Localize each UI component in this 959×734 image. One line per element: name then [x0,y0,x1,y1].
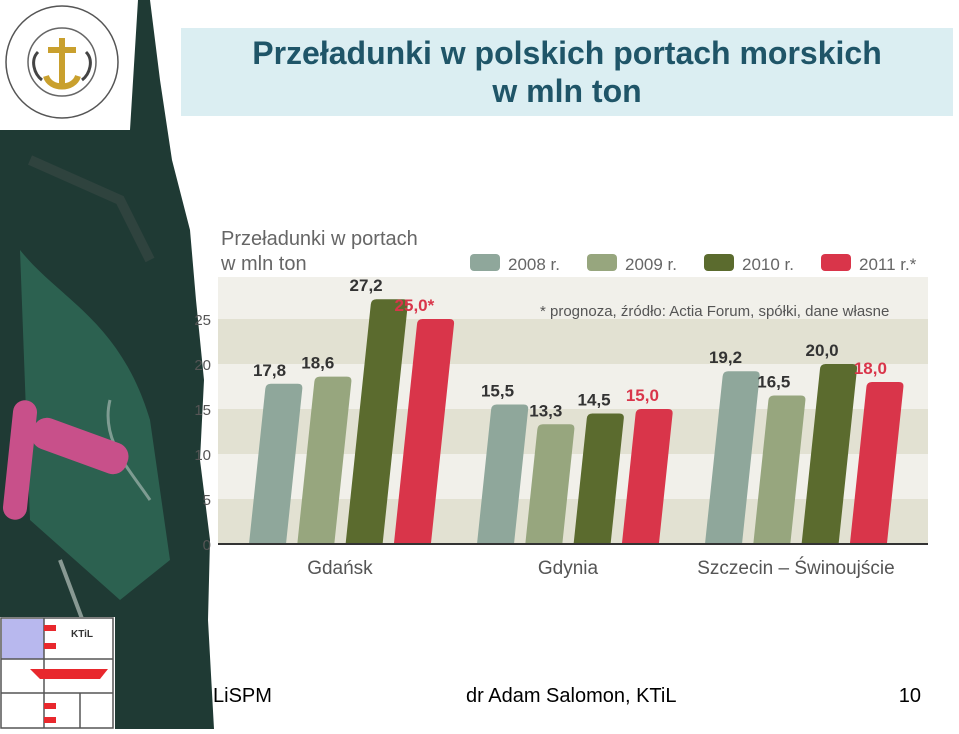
bar [621,409,673,544]
bar [705,371,760,544]
bar [345,299,408,544]
bar-value-label: 18,0 [854,359,887,378]
bar [801,364,858,544]
legend-label: 2010 r. [742,255,794,274]
bar-value-label: 25,0* [395,296,435,315]
bar [393,319,455,544]
bar-value-label: 18,6 [301,354,334,373]
bar [477,404,529,544]
bar [849,382,904,544]
title-box: Przeładunki w polskich portach morskich … [181,28,953,116]
bar-value-label: 20,0 [806,341,839,360]
slide-title-line-2: w mln ton [492,73,642,109]
chart-title-line-1: Przeładunki w portach [221,228,418,250]
bar-value-label: 19,2 [709,348,742,367]
bar-value-label: 27,2 [350,276,383,295]
y-tick-label: 15 [194,402,211,419]
legend-swatch [821,254,851,271]
slide-title: Przeładunki w polskich portach morskich … [181,28,953,110]
bar [525,424,575,544]
bar-value-label: 13,3 [529,401,562,420]
footer-author: dr Adam Salomon, KTiL [466,685,677,707]
legend-swatch [587,254,617,271]
bar-value-label: 16,5 [757,373,790,392]
legend-label: 2011 r.* [859,255,917,274]
legend-swatch [470,254,500,271]
y-tick-label: 5 [203,492,211,509]
chart-band [218,319,928,364]
category-label: Szczecin – Świnoujście [697,557,894,579]
bar [573,413,624,544]
page-number: 10 [898,685,921,707]
chart-note: * prognoza, źródło: Actia Forum, spółki,… [540,303,889,320]
bar [753,395,806,544]
chart-title-line-2: w mln ton [220,253,307,275]
bar [249,383,303,544]
bar-value-label: 14,5 [578,391,611,410]
ktil-logo: KTiL [0,617,115,729]
category-label: Gdynia [538,558,599,579]
y-tick-label: 25 [194,312,211,329]
legend-swatch [704,254,734,271]
slide-title-line-1: Przeładunki w polskich portach morskich [252,35,882,71]
bar-value-label: 15,5 [481,382,514,401]
akademia-morska-logo [0,0,130,130]
y-tick-label: 20 [194,357,211,374]
y-tick-label: 10 [194,447,211,464]
chalkboard-decoration [0,0,214,729]
chalk-stick-icon [2,400,129,520]
y-tick-label: 0 [203,537,211,554]
legend-label: 2009 r. [625,255,677,274]
bar-value-label: 17,8 [253,361,286,380]
footer-left: LiSPM [213,685,272,707]
legend-label: 2008 r. [508,255,560,274]
bar [297,376,352,544]
ktil-logo-text: KTiL [71,629,93,640]
bar-value-label: 15,0 [626,386,659,405]
category-label: Gdańsk [307,558,373,579]
anchor-emblem-icon [5,5,119,119]
